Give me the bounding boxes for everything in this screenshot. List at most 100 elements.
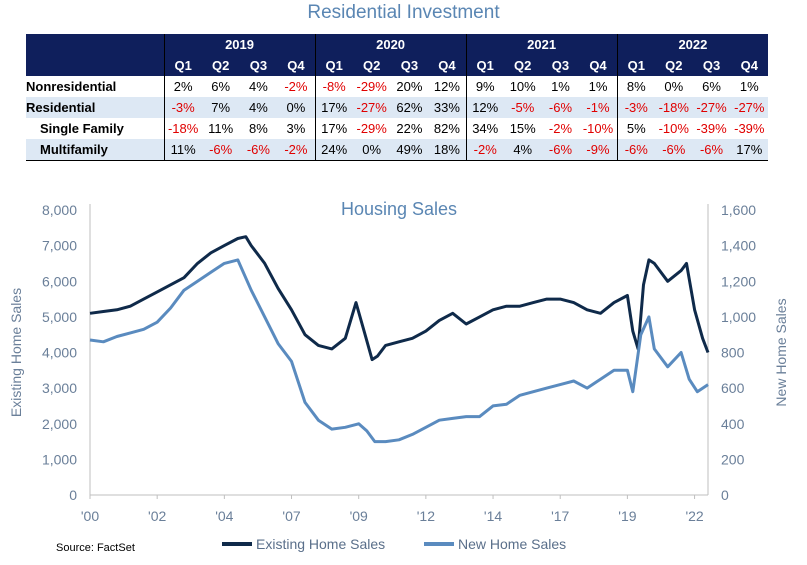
table-row: Residential -3% 7% 4% 0% 17% -27% 62% 33% 12% -5% -… (26, 97, 769, 118)
table-cell: -27% (692, 97, 731, 118)
row-label: Single Family (26, 118, 165, 139)
table-cell: -6% (616, 139, 655, 161)
series-line-existing-home-sales (89, 235, 710, 362)
quarter-header: Q4 (730, 54, 769, 76)
quarter-header: Q4 (428, 54, 467, 76)
table-cell: -6% (654, 139, 693, 161)
table-cell: 49% (390, 139, 429, 161)
table-cell: 33% (428, 97, 467, 118)
quarter-header: Q1 (465, 54, 504, 76)
quarter-header: Q2 (503, 54, 542, 76)
investment-table: 2019 2020 2021 2022 Q1 Q2 Q3 Q4 Q1 Q2 Q3 Q4 Q1 Q2… (26, 34, 769, 161)
quarter-header: Q1 (163, 54, 202, 76)
legend-swatch-new (424, 542, 454, 546)
y2-tick-label: 1,200 (721, 273, 756, 289)
table-cell: 1% (739, 79, 759, 94)
table-cell: -6% (541, 97, 580, 118)
table-cell: 82% (433, 121, 460, 136)
y-tick-label: 1,000 (42, 451, 77, 467)
table-cell: 6% (702, 79, 721, 94)
y-tick-label: 6,000 (42, 273, 77, 289)
table-cell: -10% (582, 121, 614, 136)
table-cell: -39% (734, 121, 765, 136)
y2-tick-label: 1,400 (721, 238, 756, 254)
table-cell: -2% (284, 79, 308, 94)
table-cell: 15% (509, 121, 536, 136)
table-title: Residential Investment (307, 2, 500, 23)
table-cell: -6% (201, 139, 240, 161)
x-tick-label: '19 (618, 508, 636, 524)
y-tick-label: 8,000 (42, 202, 77, 218)
table-cell: -29% (356, 121, 387, 136)
x-tick-label: '02 (148, 508, 166, 524)
y2-axis-title: New Home Sales (773, 298, 789, 406)
table-cell: 2% (163, 76, 202, 97)
table-cell: -2% (548, 121, 573, 136)
table-cell: 12% (433, 79, 460, 94)
quarter-header: Q3 (390, 54, 429, 76)
table-cell: -6% (541, 139, 580, 161)
y2-tick-label: 1,600 (721, 202, 756, 218)
chart-legend: Existing Home Sales New Home Sales (0, 536, 807, 558)
source-note: Source: FactSet (56, 542, 135, 554)
table-cell: 10% (509, 79, 536, 94)
table-cell: 3% (286, 121, 306, 136)
quarter-header: Q4 (579, 54, 618, 76)
x-tick-label: '09 (350, 508, 368, 524)
legend-label-existing: Existing Home Sales (256, 536, 386, 552)
year-header: 2021 (465, 34, 618, 54)
table-cell: 17% (730, 139, 769, 161)
x-tick-label: '17 (551, 508, 569, 524)
legend-item-existing: Existing Home Sales (222, 536, 385, 552)
table-cell: 5% (616, 118, 655, 139)
table-cell: 9% (465, 76, 504, 97)
legend-label-new: New Home Sales (458, 536, 567, 552)
table-cell: 8% (248, 121, 268, 136)
table-cell: -10% (658, 121, 689, 136)
quarter-header: Q3 (541, 54, 580, 76)
quarter-header: Q3 (692, 54, 731, 76)
table-cell: 12% (465, 97, 504, 118)
legend-item-new: New Home Sales (424, 536, 566, 552)
table-cell: 0% (664, 79, 684, 94)
table-cell: -5% (503, 97, 542, 118)
y-tick-label: 7,000 (42, 238, 77, 254)
quarter-header: Q4 (277, 54, 316, 76)
legend-swatch-existing (222, 542, 252, 546)
table-cell: 22% (396, 121, 423, 136)
y-tick-label: 3,000 (42, 380, 77, 396)
table-cell: 17% (314, 97, 353, 118)
y-tick-label: 2,000 (42, 416, 77, 432)
quarter-header: Q1 (616, 54, 655, 76)
x-tick-label: '00 (81, 508, 99, 524)
y2-tick-label: 600 (721, 380, 745, 396)
table-cell: 0% (277, 97, 316, 118)
table-cell: -3% (163, 97, 202, 118)
table-cell: -6% (692, 139, 731, 161)
y2-tick-label: 800 (721, 345, 745, 361)
table-cell: 1% (588, 79, 608, 94)
y-tick-label: 5,000 (42, 309, 77, 325)
year-header: 2019 (163, 34, 316, 54)
table-cell: -18% (163, 118, 202, 139)
quarter-header: Q2 (352, 54, 391, 76)
table-cell: 11% (163, 139, 202, 161)
table-cell: 0% (352, 139, 391, 161)
quarter-header: Q1 (314, 54, 353, 76)
year-header: 2022 (616, 34, 769, 54)
chart-title: Housing Sales (341, 199, 457, 219)
x-tick-label: '04 (215, 508, 233, 524)
table-cell: 6% (211, 79, 231, 94)
table-cell: 4% (503, 139, 542, 161)
table-cell: 4% (248, 79, 268, 94)
table-cell: 8% (616, 76, 655, 97)
x-tick-label: '12 (417, 508, 435, 524)
y2-tick-label: 400 (721, 416, 745, 432)
table-cell: 1% (551, 79, 570, 94)
row-label: Nonresidential (26, 76, 165, 97)
table-cell: 34% (465, 118, 504, 139)
table-row: Single Family -18% 11% 8% 3% 17% -29% 22% 82% 34%… (26, 118, 768, 139)
year-header: 2020 (314, 34, 467, 54)
table-cell: 17% (314, 118, 353, 139)
y-axis-title: Existing Home Sales (8, 288, 24, 417)
